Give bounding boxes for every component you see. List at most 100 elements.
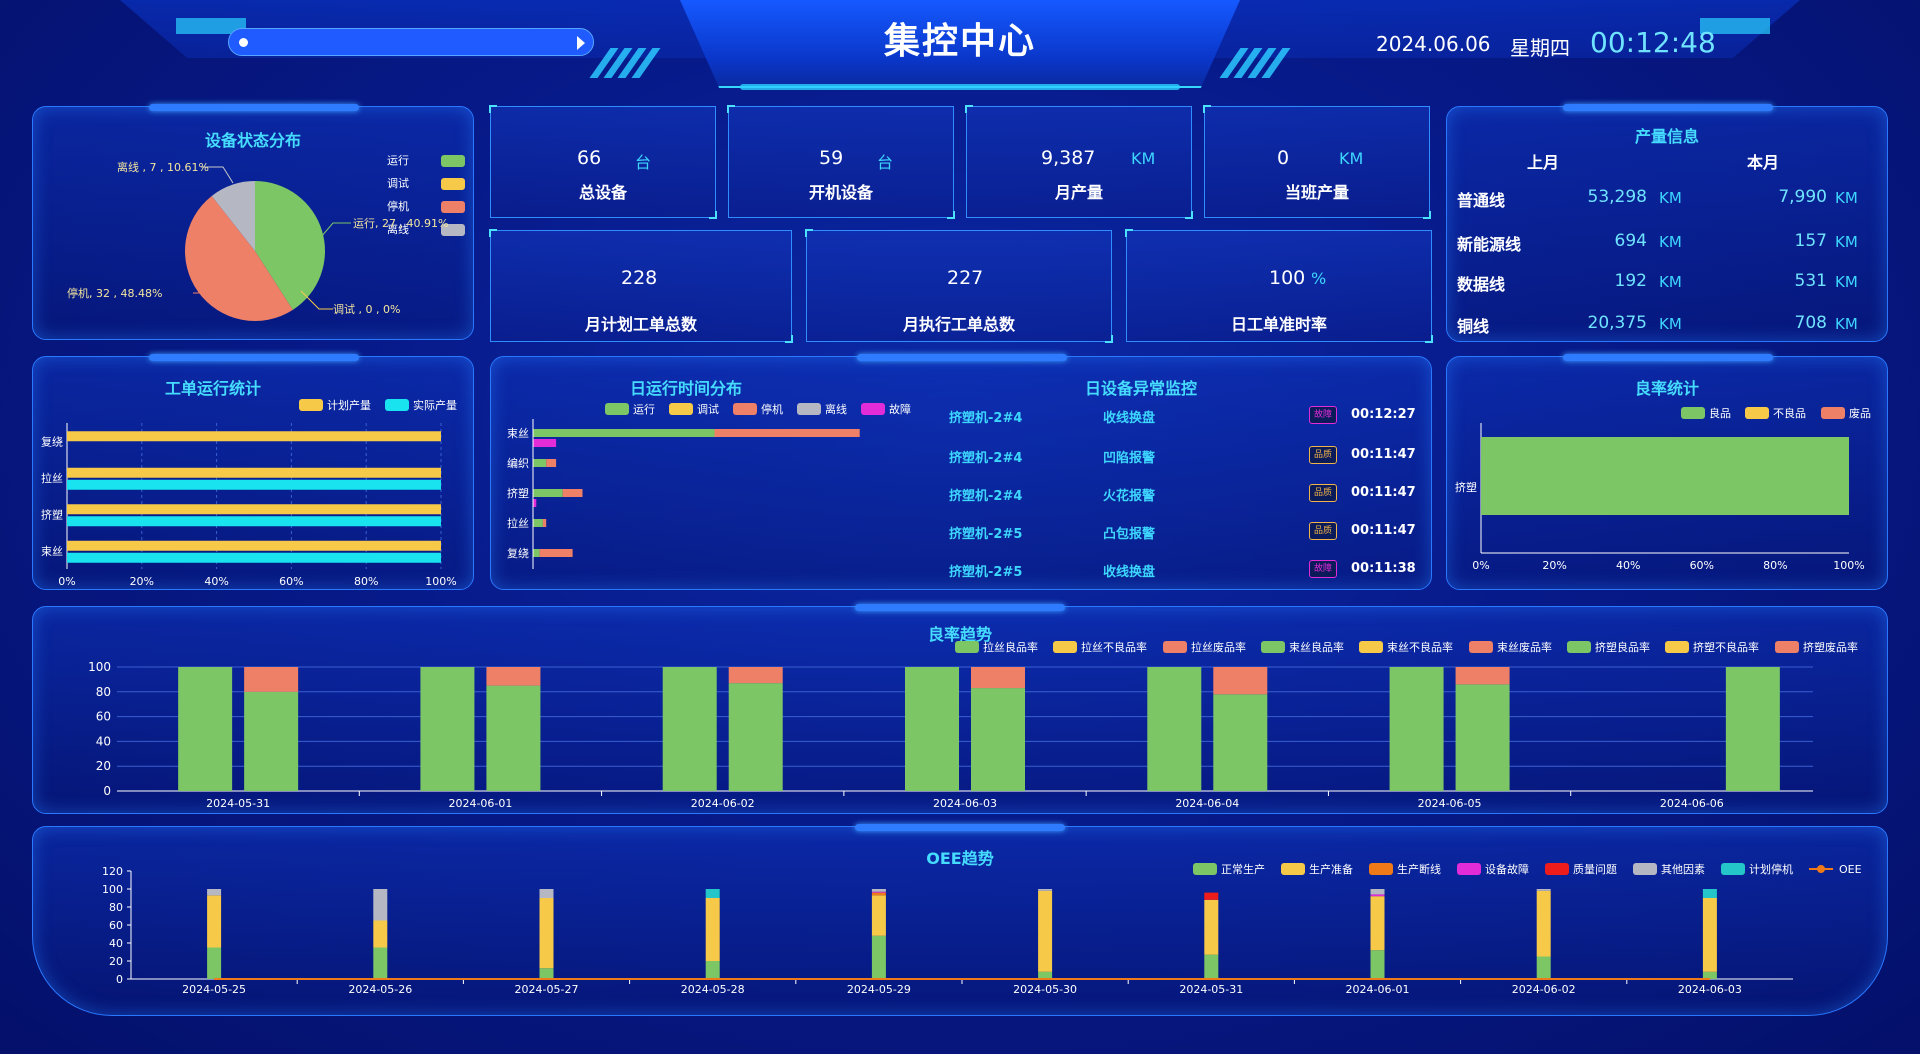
- runtime-segment-停机: [542, 519, 547, 527]
- kpi-label: 当班产量: [1284, 183, 1349, 202]
- yield-bar-good: [905, 667, 959, 791]
- kpi-label: 月产量: [1054, 183, 1103, 202]
- runtime-segment-运行: [533, 489, 563, 497]
- pie-slices: [185, 181, 325, 321]
- oee-segment-生产断线: [871, 892, 886, 896]
- yield-legend: 良品 不良品 废品: [1681, 406, 1871, 420]
- x-tick-label: 0%: [58, 575, 75, 588]
- search-bar[interactable]: [228, 28, 594, 56]
- pie-label-running: 运行, 27 , 40.91%: [353, 217, 448, 230]
- legend-stopped-swatch: [441, 201, 465, 213]
- legend-swatch: [1567, 641, 1591, 653]
- legend-swatch: [1469, 641, 1493, 653]
- yield-stats-chart: 良品 不良品 废品 0% 20% 40% 60% 80% 100% 挤塑: [1455, 406, 1871, 572]
- legend-swatch: [1163, 641, 1187, 653]
- production-row: 普通线 53,298 KM 7,990 KM: [1447, 187, 1887, 217]
- legend-run-label: 运行: [633, 403, 655, 416]
- yield-bar-good: [971, 688, 1025, 791]
- alarm-message: 凹陷报警: [1103, 451, 1156, 466]
- oee-segment-生产准备: [1370, 896, 1385, 951]
- y-tick-label: 60: [109, 919, 123, 932]
- oee-segment-生产准备: [1038, 890, 1053, 972]
- legend-oee-dot: [1817, 865, 1825, 873]
- panel-title: 良率趋势: [927, 625, 992, 644]
- kpi-unit: KM: [1131, 149, 1156, 168]
- alarm-row[interactable]: 挤塑机-2#5 凸包报警 品质 00:11:47: [949, 522, 1419, 549]
- kpi-value: 59: [819, 147, 844, 169]
- yield-bar-scrap: [486, 667, 541, 686]
- x-tick-label: 20%: [130, 575, 154, 588]
- y-tick-label: 80: [109, 901, 123, 914]
- alarm-row[interactable]: 挤塑机-2#5 收线换盘 故障 00:11:38: [949, 560, 1419, 587]
- legend-label: 设备故障: [1485, 862, 1529, 876]
- search-dot-icon: [239, 38, 248, 47]
- alarm-message: 火花报警: [1103, 489, 1156, 504]
- alarm-message: 收线换盘: [1103, 565, 1156, 580]
- y-tick-label: 120: [102, 865, 123, 878]
- x-tick-label: 2024-06-05: [1418, 797, 1482, 810]
- y-tick-label: 束丝: [507, 427, 529, 440]
- alarm-time: 00:11:38: [1351, 561, 1416, 576]
- play-arrow-icon[interactable]: [577, 36, 585, 50]
- yield-bar-scrap: [728, 667, 783, 684]
- last-month-value: 53,298: [1587, 187, 1647, 207]
- kpi-total-devices: 66 台 总设备: [489, 105, 717, 219]
- alarm-row[interactable]: 挤塑机-2#4 凹陷报警 品质 00:11:47: [949, 446, 1419, 473]
- oee-segment-生产准备: [207, 895, 222, 948]
- kpi-month-output: 9,387 KM 月产量: [965, 105, 1193, 219]
- kpi-label: 月执行工单总数: [902, 315, 1015, 334]
- line-name: 普通线: [1457, 191, 1506, 210]
- legend-label: 拉丝不良品率: [1081, 640, 1147, 654]
- oee-segment-正常生产: [207, 947, 222, 979]
- yield-trend-panel: 良率趋势 拉丝良品率 拉丝不良品率 拉丝废品率 束丝良品率 束丝不良品率 束丝废品率 挤塑良…: [32, 604, 1888, 814]
- legend-good-label: 良品: [1709, 406, 1731, 420]
- alarm-row[interactable]: 挤塑机-2#4 收线换盘 故障 00:12:27: [949, 406, 1419, 433]
- line-name: 新能源线: [1457, 235, 1522, 254]
- panel-tab: [855, 824, 1065, 831]
- oee-segment-其他因素: [373, 889, 388, 921]
- panel-title: 工单运行统计: [164, 379, 261, 398]
- alarm-list: 挤塑机-2#4 收线换盘 故障 00:12:27 挤塑机-2#4 凹陷报警 品质…: [949, 401, 1419, 591]
- alarm-row[interactable]: 挤塑机-2#4 火花报警 品质 00:11:47: [949, 484, 1419, 511]
- this-month-value: 708: [1794, 313, 1827, 333]
- runtime-segment-停机: [562, 489, 583, 497]
- legend-swatch: [1193, 863, 1217, 875]
- kpi-unit: %: [1311, 269, 1327, 288]
- yield-bar-good: [1455, 684, 1510, 791]
- legend-label: 挤塑不良品率: [1693, 640, 1759, 654]
- x-tick-label: 2024-06-03: [933, 797, 997, 810]
- yield-bar-good: [420, 667, 475, 791]
- alarm-device: 挤塑机-2#4: [949, 489, 1023, 504]
- y-tick-label: 20: [109, 955, 123, 968]
- panel-title: 良率统计: [1634, 379, 1699, 398]
- yield-stats-panel: 良率统计 良品 不良品 废品 0% 20% 40% 60% 80% 100% 挤塑: [1446, 354, 1888, 590]
- panel-title: 产量信息: [1634, 127, 1699, 146]
- production-row: 新能源线 694 KM 157 KM: [1447, 231, 1887, 261]
- y-tick-label: 0: [103, 784, 111, 798]
- corner-deco-right: [1700, 18, 1770, 34]
- x-tick-label: 2024-05-31: [206, 797, 270, 810]
- kpi-value: 0: [1277, 147, 1290, 169]
- x-tick-label: 80%: [354, 575, 378, 588]
- actual-bar: [67, 552, 441, 563]
- fault-bar: [533, 439, 557, 447]
- legend-swatch: [1359, 641, 1383, 653]
- x-tick-label: 60%: [279, 575, 303, 588]
- kpi-executed-orders: 227 月执行工单总数: [805, 229, 1113, 343]
- y-tick-label: 拉丝: [507, 516, 529, 530]
- runtime-segment-运行: [533, 429, 715, 437]
- good-bar: [1481, 437, 1849, 515]
- legend-swatch: [1281, 863, 1305, 875]
- legend-offline-swatch: [441, 224, 465, 236]
- y-tick-label: 60: [96, 710, 111, 724]
- x-tick-label: 2024-06-01: [1346, 983, 1410, 996]
- oee-trend-panel: OEE趋势 正常生产 生产准备 生产断线 设备故障 质量问题 其他因素 计划停机 OEE 0 2…: [32, 824, 1888, 1016]
- x-tick-label: 40%: [1616, 559, 1640, 572]
- pie-label-debug: 调试 , 0 , 0%: [333, 303, 400, 316]
- oee-segment-计划停机: [1702, 889, 1717, 898]
- panel-tab: [149, 104, 359, 111]
- alarm-time: 00:12:27: [1351, 407, 1416, 422]
- legend-debug-swatch: [441, 178, 465, 190]
- legend-actual-label: 实际产量: [413, 398, 457, 412]
